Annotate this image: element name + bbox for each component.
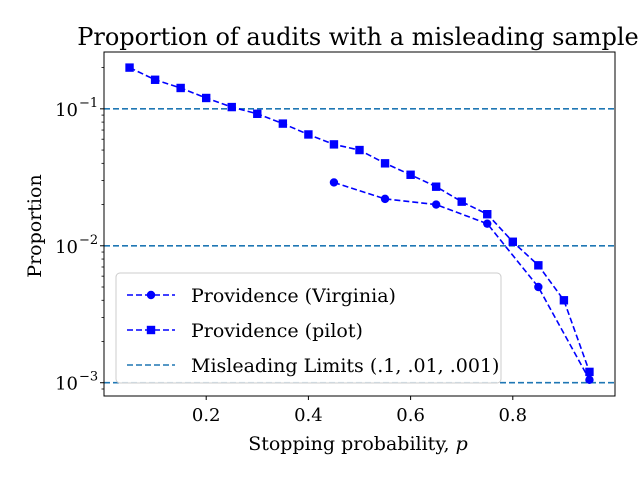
legend-swatch-marker xyxy=(146,290,156,300)
series-1-point xyxy=(125,63,134,72)
y-tick-exponent: −1 xyxy=(79,96,98,111)
series-0-point xyxy=(380,194,390,204)
series-layer xyxy=(125,63,594,385)
legend: Providence (Virginia) Providence (pilot) M… xyxy=(115,272,502,384)
y-axis: 10−110−210−3 xyxy=(55,67,104,395)
x-axis-label-text: Stopping probability, xyxy=(248,433,455,455)
series-1-point xyxy=(534,261,543,270)
series-0-point xyxy=(585,375,594,385)
series-1-point xyxy=(406,170,415,179)
series-0-point xyxy=(329,178,339,187)
series-1-point xyxy=(329,140,339,149)
x-tick-label: 0.6 xyxy=(396,405,425,426)
y-tick-exponent: −2 xyxy=(79,233,98,248)
legend-label: Providence (pilot) xyxy=(191,320,363,342)
series-1-point xyxy=(278,119,288,128)
series-1-point xyxy=(202,93,211,103)
x-axis-label: Stopping probability, p xyxy=(248,433,468,455)
series-1-point xyxy=(483,210,492,219)
series-1-point xyxy=(585,367,594,377)
series-1-point xyxy=(150,75,160,84)
series-1-point xyxy=(380,159,390,168)
x-tick-label: 0.4 xyxy=(294,405,323,426)
series-1-point xyxy=(457,197,466,206)
y-tick-label: 10 xyxy=(55,100,78,121)
series-0-point xyxy=(534,282,543,292)
y-tick-exponent: −3 xyxy=(79,370,98,385)
legend-label: Providence (Virginia) xyxy=(191,285,396,307)
plot-frame xyxy=(103,51,616,397)
series-0-point xyxy=(483,219,492,228)
x-tick-label: 0.8 xyxy=(498,405,527,426)
y-axis-label: Proportion xyxy=(24,174,46,277)
series-1-point xyxy=(227,102,236,112)
series-0-point xyxy=(431,200,441,209)
legend-swatch-marker xyxy=(146,325,156,335)
series-1-point xyxy=(559,296,569,305)
x-axis: 0.2 0.4 0.6 0.8 xyxy=(192,396,527,426)
chart-title: Proportion of audits with a misleading s… xyxy=(77,23,639,51)
x-tick-label: 0.2 xyxy=(192,405,221,426)
series-1-point xyxy=(508,237,517,246)
legend-box xyxy=(115,272,502,384)
x-axis-label-variable: p xyxy=(456,433,468,455)
y-tick-label: 10 xyxy=(55,237,78,258)
y-tick-label: 10 xyxy=(55,374,78,395)
series-1-point xyxy=(253,109,262,118)
series-1-point xyxy=(304,130,313,139)
legend-label: Misleading Limits (.1, .01, .001) xyxy=(191,355,499,377)
series-1-point xyxy=(355,145,364,155)
series-1-point xyxy=(431,182,441,191)
series-1-point xyxy=(176,83,185,93)
